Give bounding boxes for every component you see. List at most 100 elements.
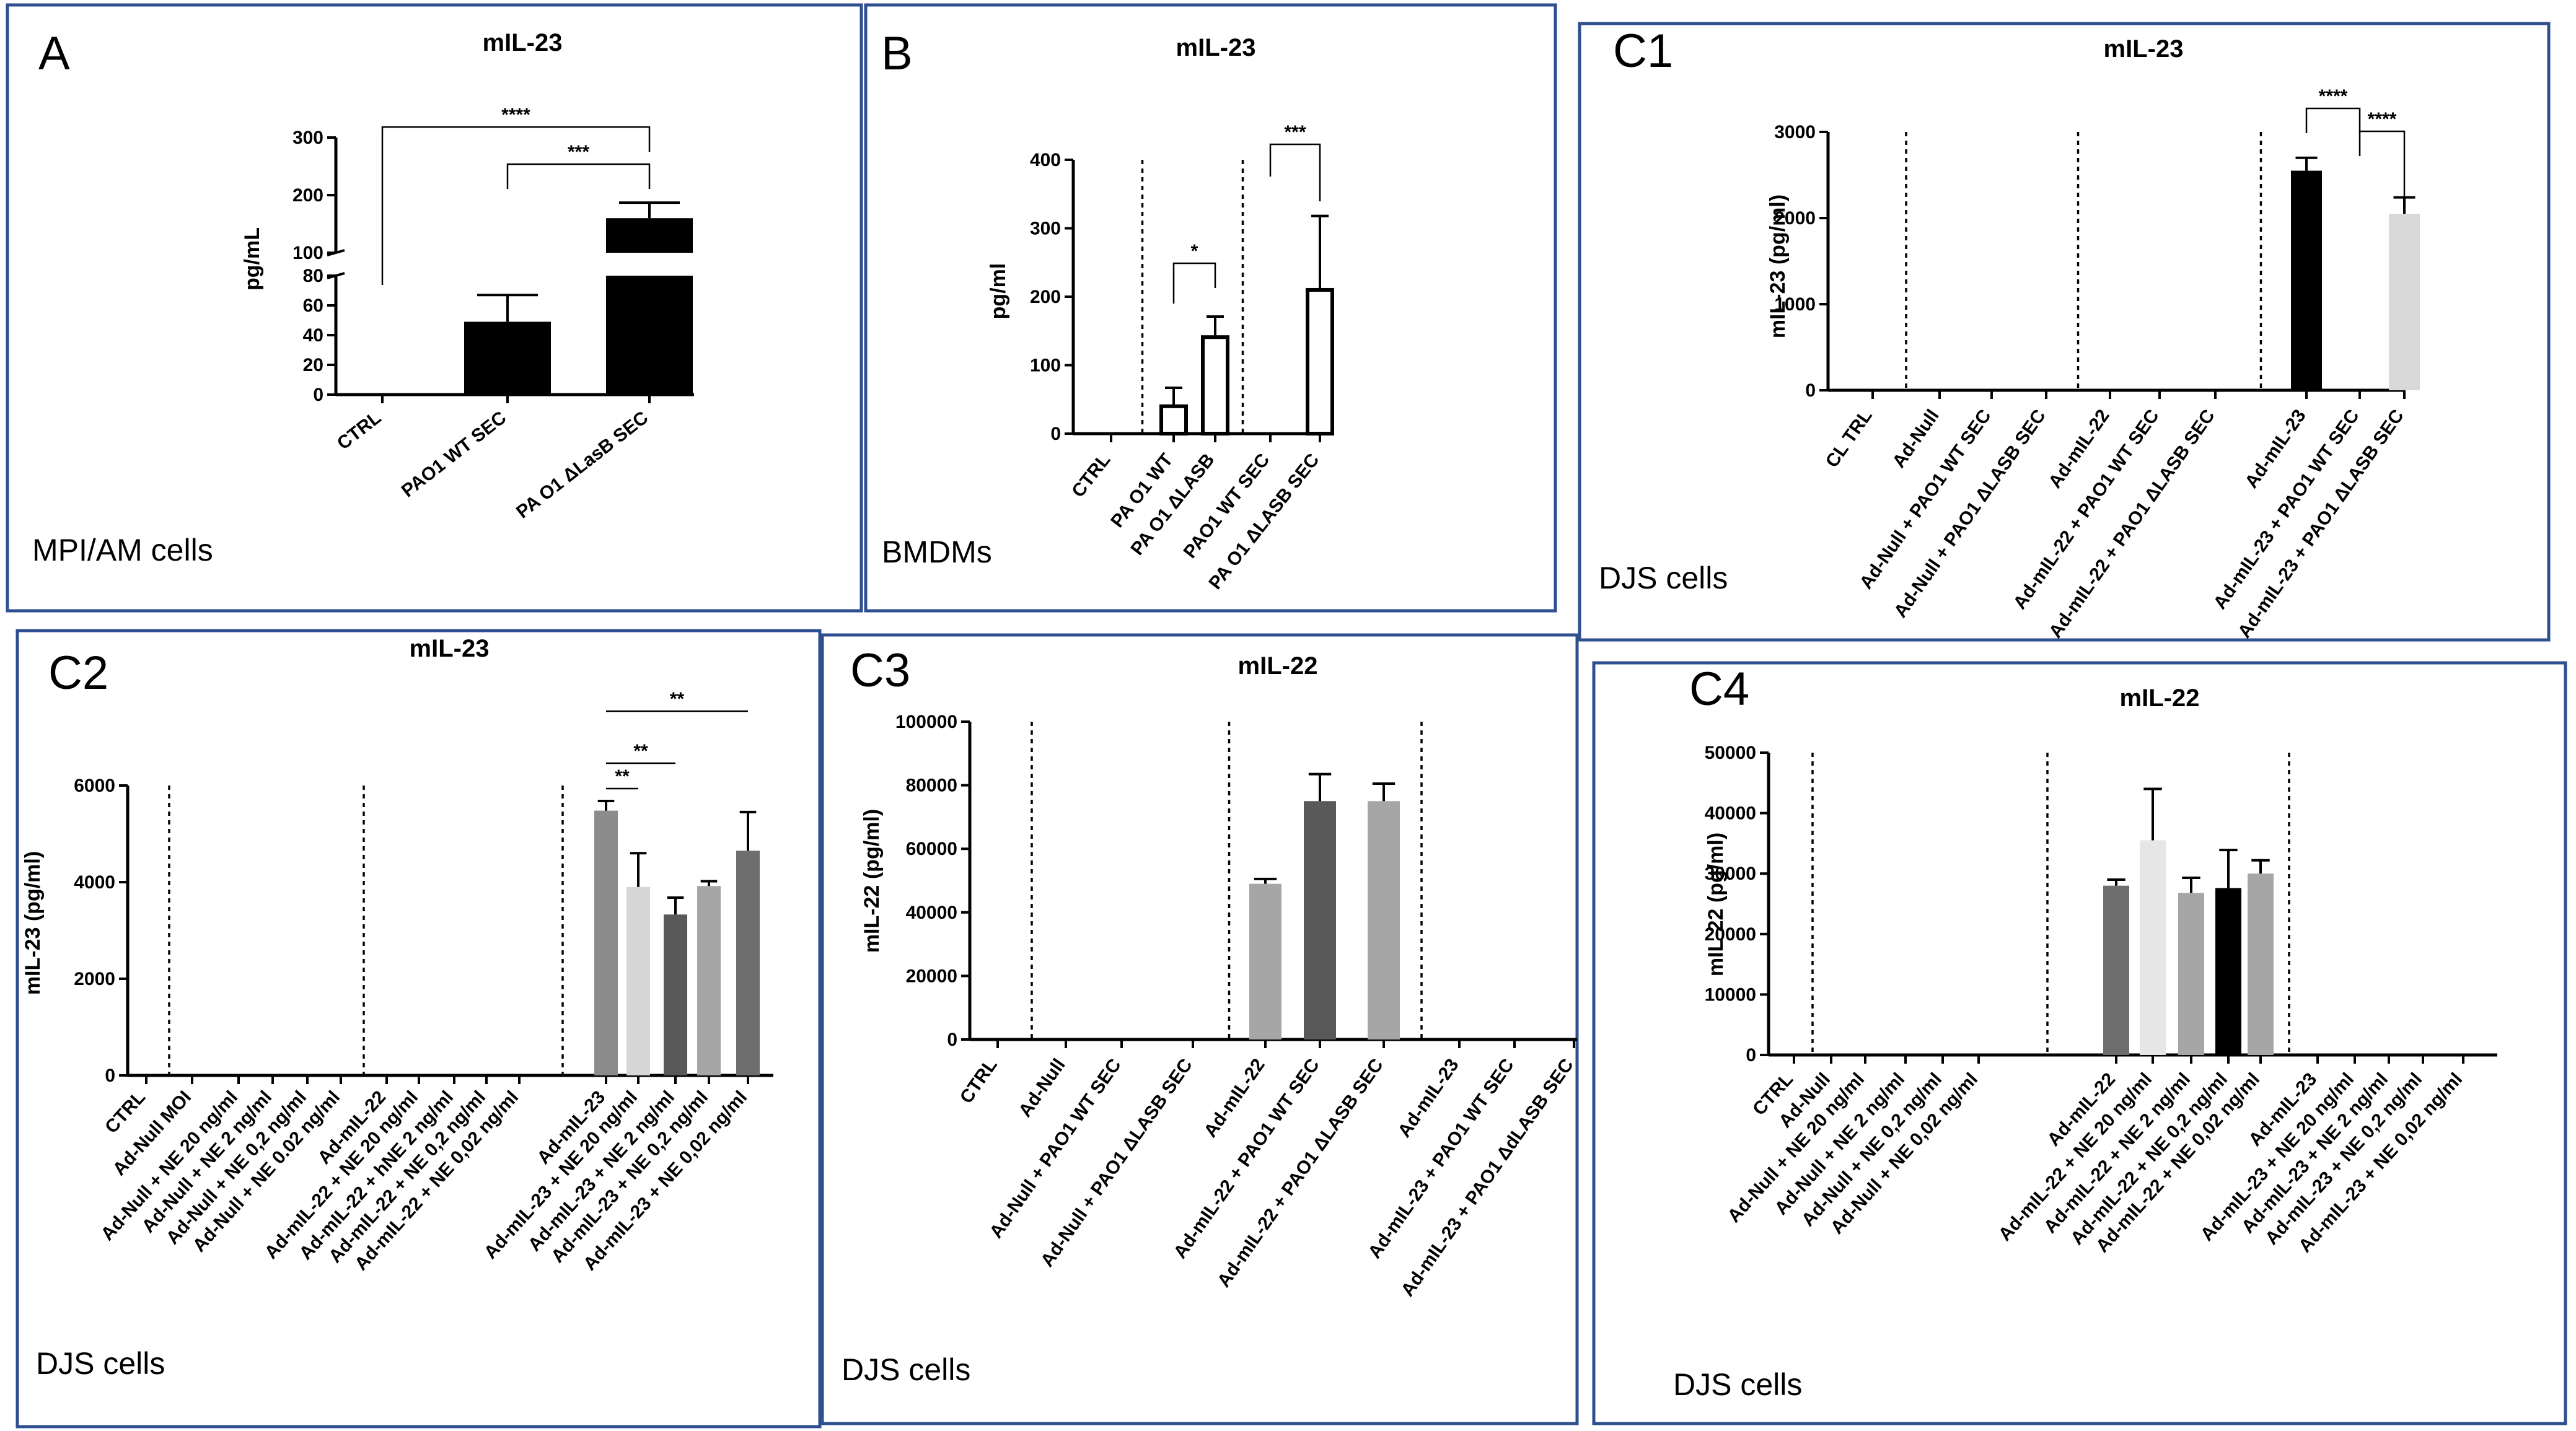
bar [464,322,551,395]
bar [606,218,693,253]
y-tick-label: 200 [292,185,323,206]
cell-type-caption: MPI/AM cells [32,533,213,567]
y-tick-label: 40000 [906,903,957,923]
significance-label: ** [670,689,685,709]
significance-label: **** [2319,86,2348,107]
y-axis-title: pg/mL [240,227,264,291]
panel-label: C3 [850,644,910,697]
y-tick-label: 0 [1805,380,1816,401]
chart-title: mIL-22 [1238,652,1318,680]
significance-bracket [2358,130,2406,204]
y-tick-label: 80000 [906,776,957,796]
significance-label: **** [2368,109,2397,129]
bar [2178,893,2204,1055]
y-tick-label: 20000 [906,966,957,986]
y-tick-label: 6000 [74,776,115,796]
bar [1201,335,1229,435]
y-tick-label: 100000 [895,712,957,732]
bar [2215,888,2241,1055]
y-tick-label: 100 [1030,356,1061,376]
y-tick-label: 200 [1030,287,1061,307]
y-tick-label: 0 [313,385,323,405]
y-tick-label: 10000 [1705,984,1756,1005]
bar [2389,214,2420,390]
y-tick-label: 60 [303,295,323,316]
bar [2248,873,2274,1055]
panel-c1: C1 mIL-23 DJS cells 0 1000 2000 3000 mIL-23 (pg… [1578,22,2551,642]
significance-bracket [1172,262,1216,304]
y-axis-title: mIL-23 (pg/ml) [21,851,45,995]
y-axis-title: mIL-22 (pg/ml) [860,809,884,953]
chart-title: mIL-22 [2120,685,2200,712]
significance-bracket [2305,107,2361,133]
bar [1159,404,1188,435]
significance-label: *** [1284,122,1306,142]
bar [594,810,618,1075]
panel-frame [6,3,863,613]
y-tick-label: 2000 [74,969,115,989]
panel-c4: C4 mIL-22 DJS cells 0 10000 20000 30000 40000 50… [1592,661,2567,1425]
bar [606,276,693,395]
bar [664,914,687,1075]
panel-frame [1592,661,2567,1425]
y-tick-label: 300 [1030,219,1061,239]
y-tick-label: 0 [1050,424,1061,444]
panel-label: C1 [1613,25,1673,77]
panel-label: A [38,27,70,80]
significance-label: **** [501,105,530,125]
chart-title: mIL-23 [483,29,563,56]
y-axis-title: mIL-23 (pg/ml) [1766,195,1790,338]
y-tick-label: 2000 [1774,208,1816,229]
y-axis-title: mIL-22 (pg/ml) [1704,833,1728,976]
chart-title: mIL-23 [410,635,490,662]
y-tick-label: 30000 [1705,864,1756,884]
panel-frame [1578,22,2551,642]
y-tick-label: 3000 [1774,122,1816,142]
cell-type-caption: DJS cells [1673,1367,1802,1402]
panel-c2: C2 mIL-23 DJS cells 0 2000 4000 6000 mIL-23 (pg… [15,629,822,1429]
bar [626,886,650,1075]
bar [2140,840,2166,1055]
bar [697,886,721,1075]
y-tick-label: 0 [105,1066,115,1086]
significance-label: *** [568,142,589,162]
bar [1306,287,1334,436]
y-tick-label: 1000 [1774,294,1816,315]
panel-label: C2 [48,647,108,699]
bar [1304,801,1336,1039]
panel-c3: C3 mIL-22 DJS cells 0 20000 40000 60000 80000 10… [820,633,1579,1425]
cell-type-caption: DJS cells [1599,561,1728,595]
y-axis-title: pg/ml [987,263,1010,320]
y-tick-label: 400 [1030,150,1061,170]
significance-bracket [1269,143,1321,201]
panel-frame [820,633,1579,1425]
y-tick-label: 100 [292,243,323,263]
panel-label: C4 [1689,663,1749,716]
y-tick-label: 300 [292,128,323,148]
y-tick-label: 4000 [74,872,115,893]
panel-frame [864,3,1557,613]
y-tick-label: 20 [303,355,323,375]
bar [2291,170,2322,390]
cell-type-caption: BMDMs [882,535,992,569]
y-tick-label: 20000 [1705,924,1756,945]
chart-title: mIL-23 [1176,34,1256,61]
significance-label: * [1191,241,1198,261]
y-tick-label: 0 [947,1030,957,1050]
y-tick-label: 40000 [1705,803,1756,824]
y-tick-label: 60000 [906,839,957,859]
bar [1368,801,1400,1039]
bar [2103,885,2129,1055]
y-tick-label: 0 [1746,1045,1756,1066]
bar [736,851,760,1075]
cell-type-caption: DJS cells [36,1346,165,1381]
chart-title: mIL-23 [2104,35,2184,63]
bar [1249,883,1281,1039]
cell-type-caption: DJS cells [842,1352,970,1387]
significance-bracket [506,163,651,189]
significance-label: ** [633,741,648,761]
y-tick-label: 50000 [1705,743,1756,763]
